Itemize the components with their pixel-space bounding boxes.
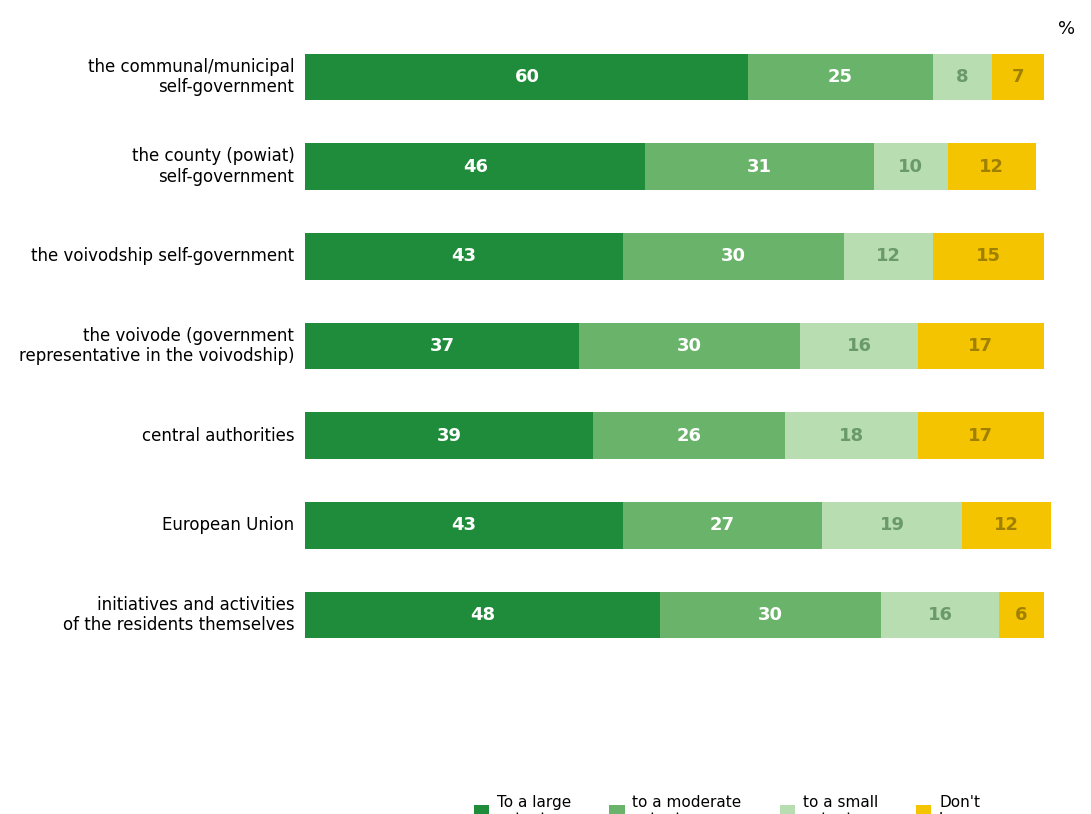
Bar (800, 322, 918, 370)
Text: 31: 31 (747, 158, 771, 176)
Bar (305, 54, 748, 100)
Bar (933, 54, 992, 100)
Bar (962, 502, 1051, 549)
Bar (748, 54, 933, 100)
Text: 6: 6 (1015, 606, 1028, 624)
Bar (305, 322, 578, 370)
Bar (623, 502, 823, 549)
Text: 27: 27 (710, 516, 735, 534)
Bar (948, 143, 1036, 190)
Text: 26: 26 (676, 427, 702, 444)
Text: 46: 46 (463, 158, 488, 176)
Bar (305, 143, 645, 190)
Text: 60: 60 (514, 68, 539, 86)
Text: 30: 30 (758, 606, 783, 624)
Text: 39: 39 (436, 427, 461, 444)
Bar (999, 592, 1043, 638)
Text: 30: 30 (676, 337, 702, 355)
Text: 12: 12 (876, 247, 901, 265)
Text: 15: 15 (975, 247, 1000, 265)
Legend: To a large
extent, to a moderate
extent, to a small
extent, Don't
know: To a large extent, to a moderate extent,… (468, 789, 986, 814)
Bar (882, 592, 999, 638)
Text: 19: 19 (879, 516, 904, 534)
Text: 8: 8 (956, 68, 969, 86)
Text: 10: 10 (898, 158, 923, 176)
Bar (660, 592, 882, 638)
Bar (933, 233, 1043, 279)
Text: 17: 17 (969, 337, 993, 355)
Bar (786, 413, 918, 459)
Bar (645, 143, 874, 190)
Text: 17: 17 (969, 427, 993, 444)
Text: 18: 18 (839, 427, 864, 444)
Bar (623, 233, 844, 279)
Bar (305, 413, 594, 459)
Bar (305, 502, 623, 549)
Text: 37: 37 (430, 337, 455, 355)
Text: 43: 43 (452, 247, 477, 265)
Bar (578, 322, 800, 370)
Bar (918, 413, 1043, 459)
Bar (305, 592, 660, 638)
Text: 43: 43 (452, 516, 477, 534)
Bar (823, 502, 962, 549)
Bar (874, 143, 948, 190)
Bar (594, 413, 786, 459)
Text: 16: 16 (847, 337, 872, 355)
Text: 16: 16 (927, 606, 952, 624)
Bar (918, 322, 1043, 370)
Text: 12: 12 (994, 516, 1019, 534)
Bar (992, 54, 1043, 100)
Text: %: % (1057, 20, 1075, 38)
Bar (844, 233, 933, 279)
Text: 7: 7 (1011, 68, 1024, 86)
Text: 12: 12 (980, 158, 1005, 176)
Text: 48: 48 (470, 606, 495, 624)
Bar (305, 233, 623, 279)
Text: 25: 25 (828, 68, 853, 86)
Text: 30: 30 (721, 247, 746, 265)
